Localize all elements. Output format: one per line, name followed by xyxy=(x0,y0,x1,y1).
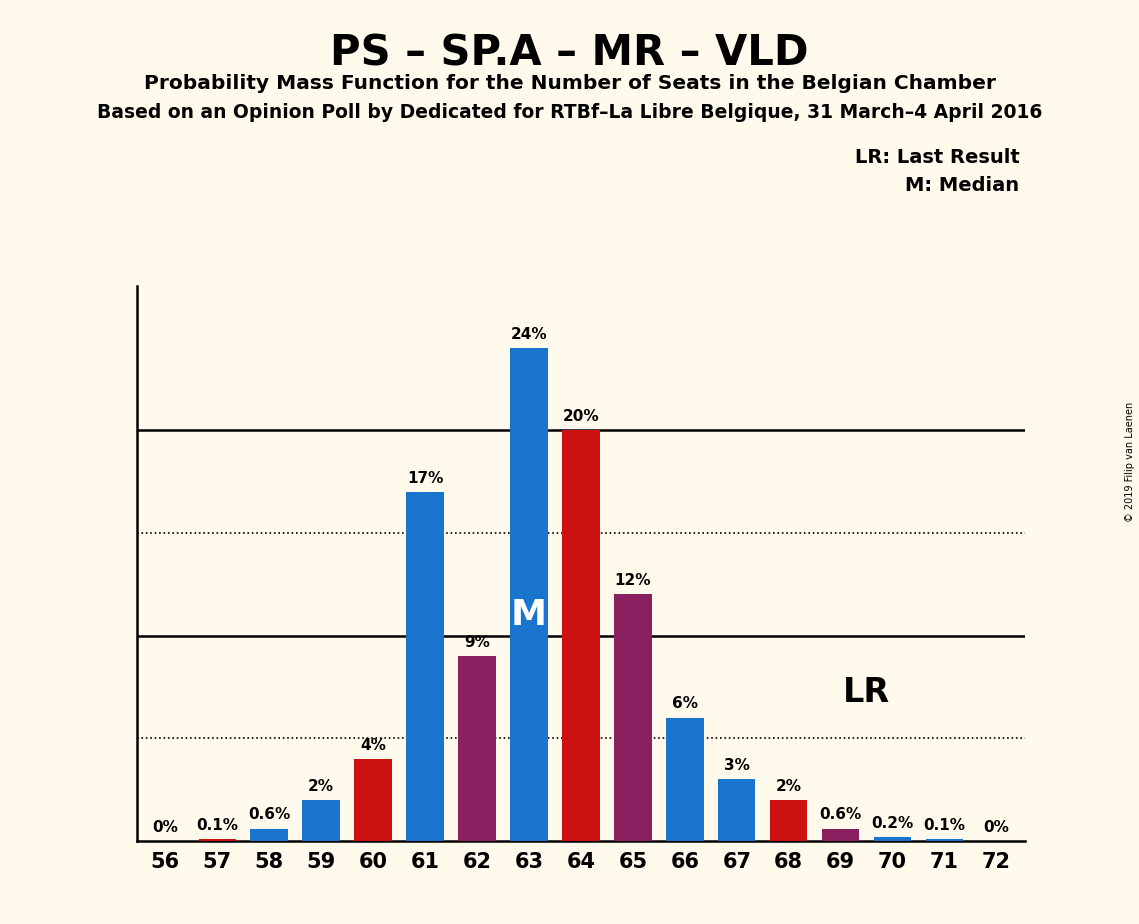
Text: Based on an Opinion Poll by Dedicated for RTBf–La Libre Belgique, 31 March–4 Apr: Based on an Opinion Poll by Dedicated fo… xyxy=(97,103,1042,123)
Bar xyxy=(510,348,548,841)
Text: © 2019 Filip van Laenen: © 2019 Filip van Laenen xyxy=(1125,402,1134,522)
Bar xyxy=(407,492,444,841)
Text: 0%: 0% xyxy=(984,820,1009,834)
Bar xyxy=(926,839,964,841)
Text: 17%: 17% xyxy=(407,470,443,486)
Text: 0.1%: 0.1% xyxy=(924,818,966,833)
Text: 4%: 4% xyxy=(360,737,386,752)
Bar xyxy=(563,431,599,841)
Bar xyxy=(614,594,652,841)
Bar xyxy=(303,800,339,841)
Bar xyxy=(770,800,808,841)
Text: 20%: 20% xyxy=(563,409,599,424)
Bar xyxy=(718,779,755,841)
Bar xyxy=(874,837,911,841)
Text: LR: LR xyxy=(843,676,891,710)
Bar xyxy=(822,829,859,841)
Text: 0.6%: 0.6% xyxy=(248,808,290,822)
Text: 2%: 2% xyxy=(309,779,334,794)
Text: PS – SP.A – MR – VLD: PS – SP.A – MR – VLD xyxy=(330,32,809,74)
Text: 3%: 3% xyxy=(723,758,749,773)
Bar xyxy=(251,829,288,841)
Text: 0.1%: 0.1% xyxy=(196,818,238,833)
Text: 9%: 9% xyxy=(464,635,490,650)
Text: Probability Mass Function for the Number of Seats in the Belgian Chamber: Probability Mass Function for the Number… xyxy=(144,74,995,93)
Text: M: Median: M: Median xyxy=(906,176,1019,195)
Bar xyxy=(354,759,392,841)
Text: 0.6%: 0.6% xyxy=(820,808,862,822)
Text: 6%: 6% xyxy=(672,697,698,711)
Text: M: M xyxy=(511,598,547,632)
Bar xyxy=(458,656,495,841)
Text: 24%: 24% xyxy=(510,327,547,342)
Text: 0%: 0% xyxy=(153,820,178,834)
Bar xyxy=(198,839,236,841)
Bar xyxy=(666,718,704,841)
Text: 2%: 2% xyxy=(776,779,802,794)
Text: 12%: 12% xyxy=(615,573,652,589)
Text: 0.2%: 0.2% xyxy=(871,816,913,831)
Text: LR: Last Result: LR: Last Result xyxy=(854,148,1019,167)
